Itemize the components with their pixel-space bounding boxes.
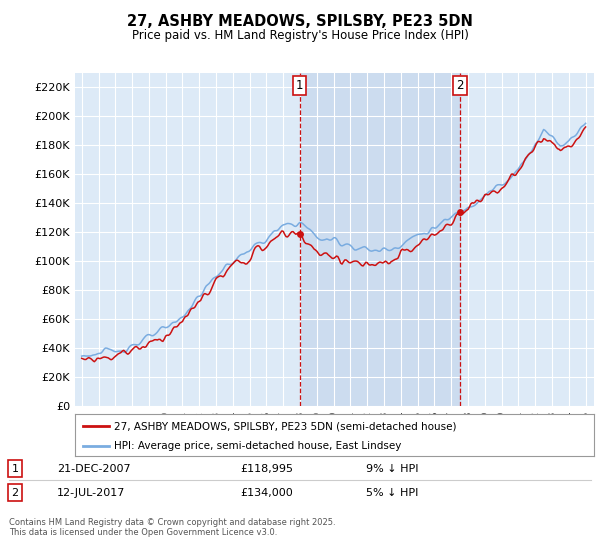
Text: 2: 2 <box>11 488 19 498</box>
Text: HPI: Average price, semi-detached house, East Lindsey: HPI: Average price, semi-detached house,… <box>114 441 401 451</box>
Text: 21-DEC-2007: 21-DEC-2007 <box>57 464 131 474</box>
Text: 1: 1 <box>296 80 304 92</box>
Text: 2: 2 <box>457 80 464 92</box>
Text: 12-JUL-2017: 12-JUL-2017 <box>57 488 125 498</box>
Text: 5% ↓ HPI: 5% ↓ HPI <box>366 488 418 498</box>
Text: 27, ASHBY MEADOWS, SPILSBY, PE23 5DN (semi-detached house): 27, ASHBY MEADOWS, SPILSBY, PE23 5DN (se… <box>114 421 457 431</box>
Text: £134,000: £134,000 <box>240 488 293 498</box>
Text: Price paid vs. HM Land Registry's House Price Index (HPI): Price paid vs. HM Land Registry's House … <box>131 29 469 42</box>
Text: 27, ASHBY MEADOWS, SPILSBY, PE23 5DN: 27, ASHBY MEADOWS, SPILSBY, PE23 5DN <box>127 14 473 29</box>
Text: 9% ↓ HPI: 9% ↓ HPI <box>366 464 419 474</box>
Text: 1: 1 <box>11 464 19 474</box>
Text: Contains HM Land Registry data © Crown copyright and database right 2025.
This d: Contains HM Land Registry data © Crown c… <box>9 518 335 538</box>
Bar <box>299 73 460 406</box>
Text: £118,995: £118,995 <box>240 464 293 474</box>
